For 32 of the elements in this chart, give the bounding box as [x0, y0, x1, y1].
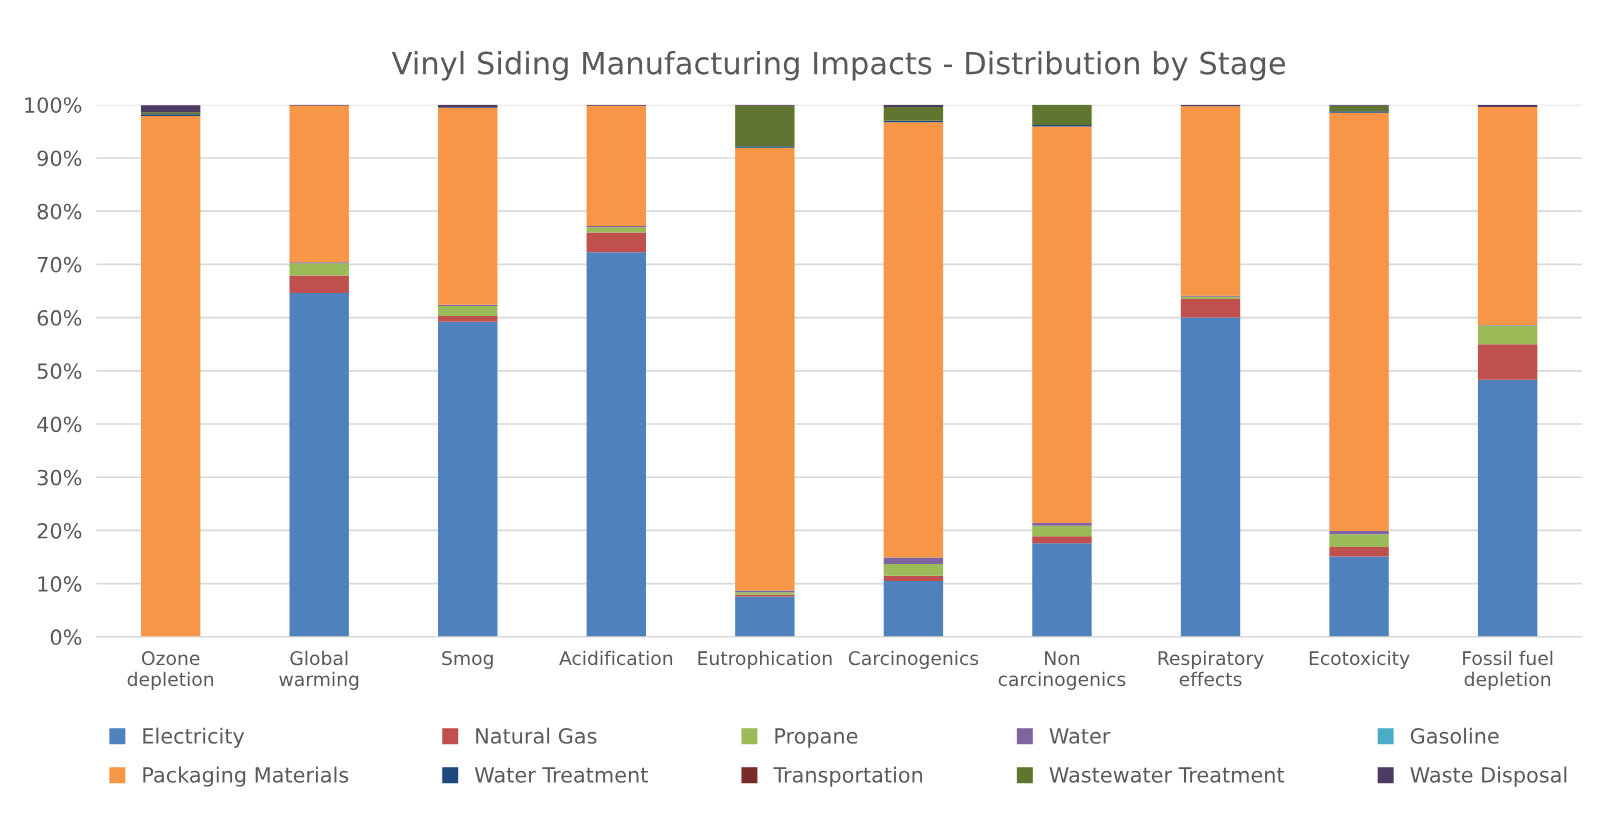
- y-tick-label: 10%: [38, 576, 82, 592]
- y-tick-label: 70%: [37, 256, 82, 273]
- legend-label: Propane: [775, 728, 858, 748]
- y-tick-label: 90%: [37, 150, 82, 167]
- y-tick-label: 80%: [37, 203, 82, 220]
- x-tick-label: Respiratory effects: [1158, 650, 1264, 687]
- y-tick-label: 30%: [37, 469, 82, 486]
- legend-label: Gasoline: [1410, 727, 1499, 744]
- x-tick-label: Acidification: [559, 650, 673, 666]
- legend-label: Water: [1049, 728, 1111, 744]
- x-tick-label: Eutrophication: [698, 650, 832, 669]
- legend-label: Waste Disposal: [1410, 766, 1567, 787]
- x-tick-label: Ozone depletion: [127, 651, 214, 690]
- y-tick-label: 100%: [25, 97, 82, 113]
- y-tick-label: 20%: [37, 522, 82, 539]
- y-tick-label: 40%: [37, 416, 82, 433]
- x-tick-label: Smog: [442, 651, 493, 669]
- x-tick-label: Fossil fuel depletion: [1463, 650, 1553, 690]
- x-tick-label: Global warming: [279, 650, 359, 690]
- legend-label: Packaging Materials: [143, 766, 349, 787]
- x-tick-label: Carcinogenics: [848, 650, 979, 669]
- chart-title: Vinyl Siding Manufacturing Impacts - Distribution by Stage: [391, 50, 1286, 81]
- legend-label: Electricity: [143, 727, 245, 748]
- y-tick-label: 60%: [37, 310, 82, 326]
- legend-label: Natural Gas: [476, 727, 597, 744]
- y-tick-label: 0%: [50, 629, 82, 646]
- legend-label: Transportation: [773, 766, 923, 787]
- x-tick-label: Non carcinogenics: [998, 651, 1126, 690]
- legend-label: Wastewater Treatment: [1049, 767, 1285, 783]
- x-tick-label: Ecotoxicity: [1309, 650, 1410, 669]
- y-tick-label: 50%: [37, 363, 82, 380]
- legend-label: Water Treatment: [474, 767, 648, 783]
